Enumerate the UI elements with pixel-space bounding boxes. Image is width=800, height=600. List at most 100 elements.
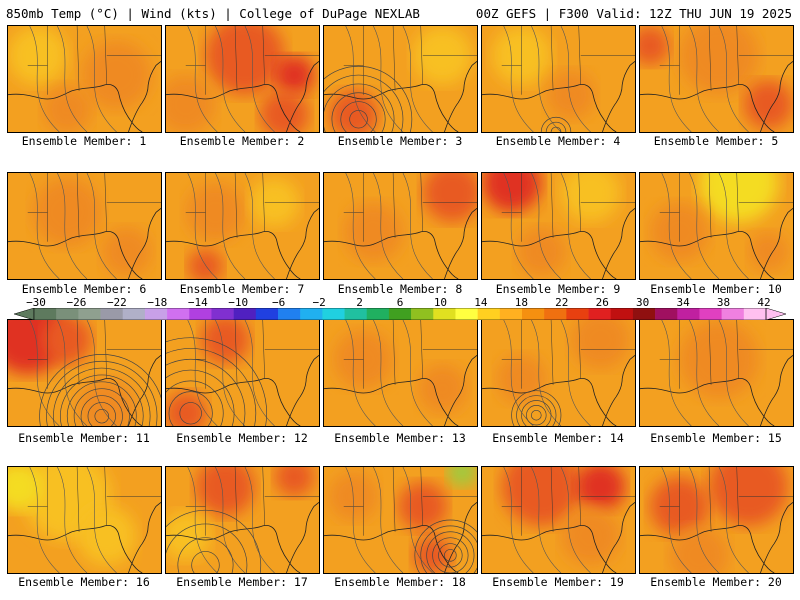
- coastline: [482, 502, 635, 573]
- colorbar-tick-label: −22: [106, 296, 127, 309]
- chart-title-right: 00Z GEFS | F300 Valid: 12Z THU JUN 19 20…: [475, 6, 792, 21]
- cyclone-contour: [526, 405, 547, 426]
- ensemble-member-label: Ensemble Member: 3: [337, 134, 463, 148]
- height-contour: [503, 173, 534, 279]
- colorbar-segment: [544, 308, 567, 320]
- temperature-region: [743, 79, 793, 130]
- state-border: [76, 26, 80, 91]
- colorbar-segment: [522, 308, 545, 320]
- cyclone-contour: [444, 549, 457, 562]
- coastline: [324, 502, 477, 573]
- ensemble-map-panel: [165, 319, 320, 427]
- temperature-field-map: [166, 26, 319, 132]
- colorbar-segment: [211, 308, 234, 320]
- height-contour: [86, 320, 117, 426]
- temperature-region: [516, 226, 566, 277]
- ensemble-member-label: Ensemble Member: 16: [18, 575, 150, 589]
- ensemble-member-label: Ensemble Member: 8: [337, 282, 463, 296]
- colorbar-segment: [344, 308, 368, 320]
- cyclone-contour: [545, 121, 567, 132]
- cyclone-contour: [191, 551, 220, 573]
- ensemble-member-label: Ensemble Member: 18: [334, 575, 466, 589]
- state-border: [736, 26, 739, 85]
- height-contour: [531, 26, 562, 132]
- ensemble-member-label: Ensemble Member: 10: [650, 282, 782, 296]
- coastline: [166, 61, 319, 132]
- colorbar-segment: [189, 308, 212, 320]
- ensemble-member-label: Ensemble Member: 7: [179, 282, 305, 296]
- ensemble-member-label: Ensemble Member: 15: [650, 431, 782, 445]
- temperature-field-map: [482, 173, 635, 279]
- height-contour: [373, 467, 404, 573]
- coastline: [166, 355, 319, 426]
- temperature-region: [748, 231, 789, 272]
- height-contour: [187, 320, 218, 426]
- colorbar-segment: [566, 308, 589, 320]
- height-contour: [373, 173, 404, 279]
- height-contour: [689, 173, 720, 279]
- cyclone-contour: [414, 519, 477, 573]
- temperature-field-map: [8, 26, 161, 132]
- cyclone-contour: [177, 537, 234, 573]
- temperature-region: [699, 173, 779, 223]
- coastline: [482, 61, 635, 132]
- temperature-region: [417, 364, 468, 414]
- height-contour: [661, 173, 692, 279]
- height-contour: [29, 467, 60, 573]
- state-border: [104, 26, 107, 85]
- state-border: [578, 467, 581, 526]
- height-contour: [373, 26, 404, 132]
- height-contour: [373, 320, 404, 426]
- temperature-region: [200, 320, 250, 365]
- colorbar-segment: [167, 308, 190, 320]
- cyclone-contour: [59, 374, 144, 426]
- cyclone-contour: [94, 408, 110, 424]
- colorbar-segment: [610, 308, 634, 320]
- state-border: [736, 320, 739, 379]
- temperature-region: [166, 75, 216, 132]
- colorbar-tick-label: 30: [636, 296, 650, 309]
- cyclone-contour: [166, 523, 248, 573]
- height-contour: [187, 173, 218, 279]
- state-border: [550, 467, 554, 532]
- coastline: [8, 502, 161, 573]
- ensemble-member-label: Ensemble Member: 2: [179, 134, 305, 148]
- coastline: [324, 208, 477, 279]
- cyclone-contour: [166, 337, 268, 426]
- state-border: [262, 26, 265, 85]
- colorbar-segment: [255, 308, 279, 320]
- height-contour: [345, 320, 376, 426]
- coastline: [640, 61, 793, 132]
- height-contour: [402, 320, 433, 426]
- ensemble-map-panel: [7, 319, 162, 427]
- colorbar-segment: [655, 308, 678, 320]
- height-contour: [345, 173, 376, 279]
- ensemble-map-panel: [7, 466, 162, 574]
- state-border: [262, 320, 265, 379]
- ensemble-map-panel: [323, 466, 478, 574]
- temperature-field-map: [8, 320, 161, 426]
- colorbar-segment: [743, 308, 767, 320]
- ensemble-map-panel: [7, 172, 162, 280]
- cyclone-contour: [324, 65, 413, 132]
- state-border: [708, 467, 712, 532]
- colorbar-tick-label: 42: [757, 296, 771, 309]
- colorbar-segment: [366, 308, 390, 320]
- coastline: [8, 61, 161, 132]
- height-contour: [187, 467, 218, 573]
- height-contour: [215, 467, 246, 573]
- state-border: [550, 320, 554, 385]
- coastline: [482, 208, 635, 279]
- ensemble-map-panel: [639, 319, 794, 427]
- height-contour: [689, 320, 720, 426]
- temperature-region: [560, 506, 621, 566]
- temperature-region: [570, 320, 631, 370]
- state-border: [76, 173, 80, 238]
- colorbar-tick-label: 38: [716, 296, 731, 309]
- ensemble-member-label: Ensemble Member: 9: [495, 282, 621, 296]
- chart-title-left: 850mb Temp (°C) | Wind (kts) | College o…: [6, 6, 420, 21]
- colorbar-segment: [144, 308, 168, 320]
- height-contour: [86, 173, 117, 279]
- colorbar-segment: [122, 308, 146, 320]
- colorbar-segment: [78, 308, 101, 320]
